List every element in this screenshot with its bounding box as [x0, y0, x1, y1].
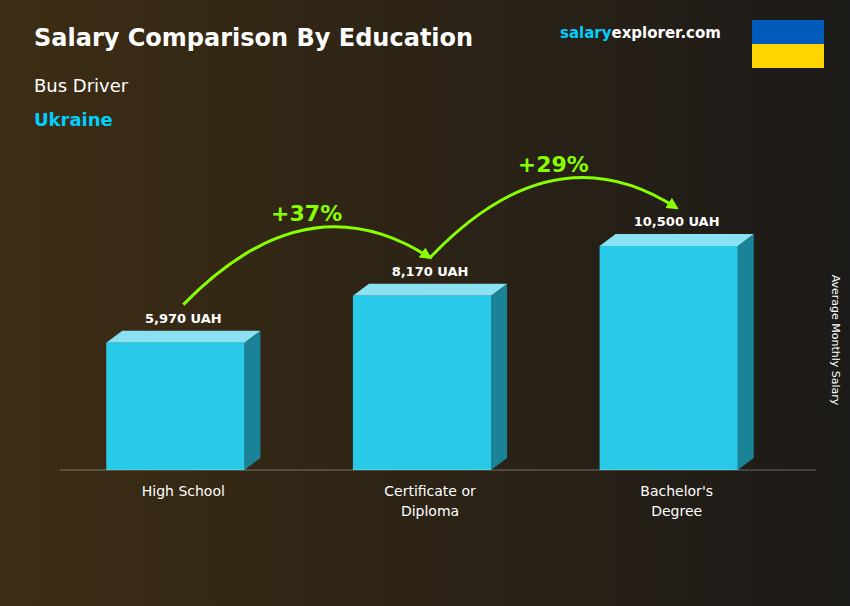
bar [353, 296, 491, 470]
chart-svg: Salary Comparison By Education Bus Driver… [0, 0, 850, 606]
background [0, 0, 850, 606]
bar-top [106, 331, 260, 343]
bar [106, 343, 244, 470]
category-label-line: Degree [651, 503, 702, 519]
chart-container: Salary Comparison By Education Bus Driver… [0, 0, 850, 606]
data-label: 5,970 UAH [145, 311, 222, 326]
title: Salary Comparison By Education [34, 24, 473, 52]
bar-top [600, 234, 754, 246]
bar [600, 246, 738, 470]
bar-side [738, 234, 754, 470]
category-label-line: High School [142, 483, 225, 499]
country: Ukraine [34, 109, 113, 130]
data-label: 10,500 UAH [634, 214, 720, 229]
flag-stripe [752, 20, 824, 44]
category-label-line: Bachelor's [640, 483, 713, 499]
bar-top [353, 284, 507, 296]
site-name-part: .com [680, 24, 721, 42]
site-name-part: salary [560, 24, 612, 42]
category-label-line: Diploma [401, 503, 459, 519]
site-name-part: explorer [612, 24, 684, 42]
change-arrow [430, 177, 677, 257]
bars [106, 234, 753, 470]
change-label: +37% [271, 201, 342, 226]
category-label: Certificate or Diploma [384, 483, 476, 519]
bar-side [491, 284, 507, 470]
category-label: High School [142, 483, 225, 499]
data-label: 8,170 UAH [392, 264, 469, 279]
category-label: Bachelor's Degree [640, 483, 713, 519]
change-arrow [183, 227, 430, 305]
category-label-line: Certificate or [384, 483, 476, 499]
baseline [60, 470, 816, 471]
y-axis-label: Average Monthly Salary [829, 275, 842, 406]
subtitle: Bus Driver [34, 75, 129, 96]
change-label: +29% [518, 152, 589, 177]
bar-side [244, 331, 260, 470]
flag-stripe [752, 44, 824, 68]
site-name: salaryexplorer.com [560, 24, 721, 42]
